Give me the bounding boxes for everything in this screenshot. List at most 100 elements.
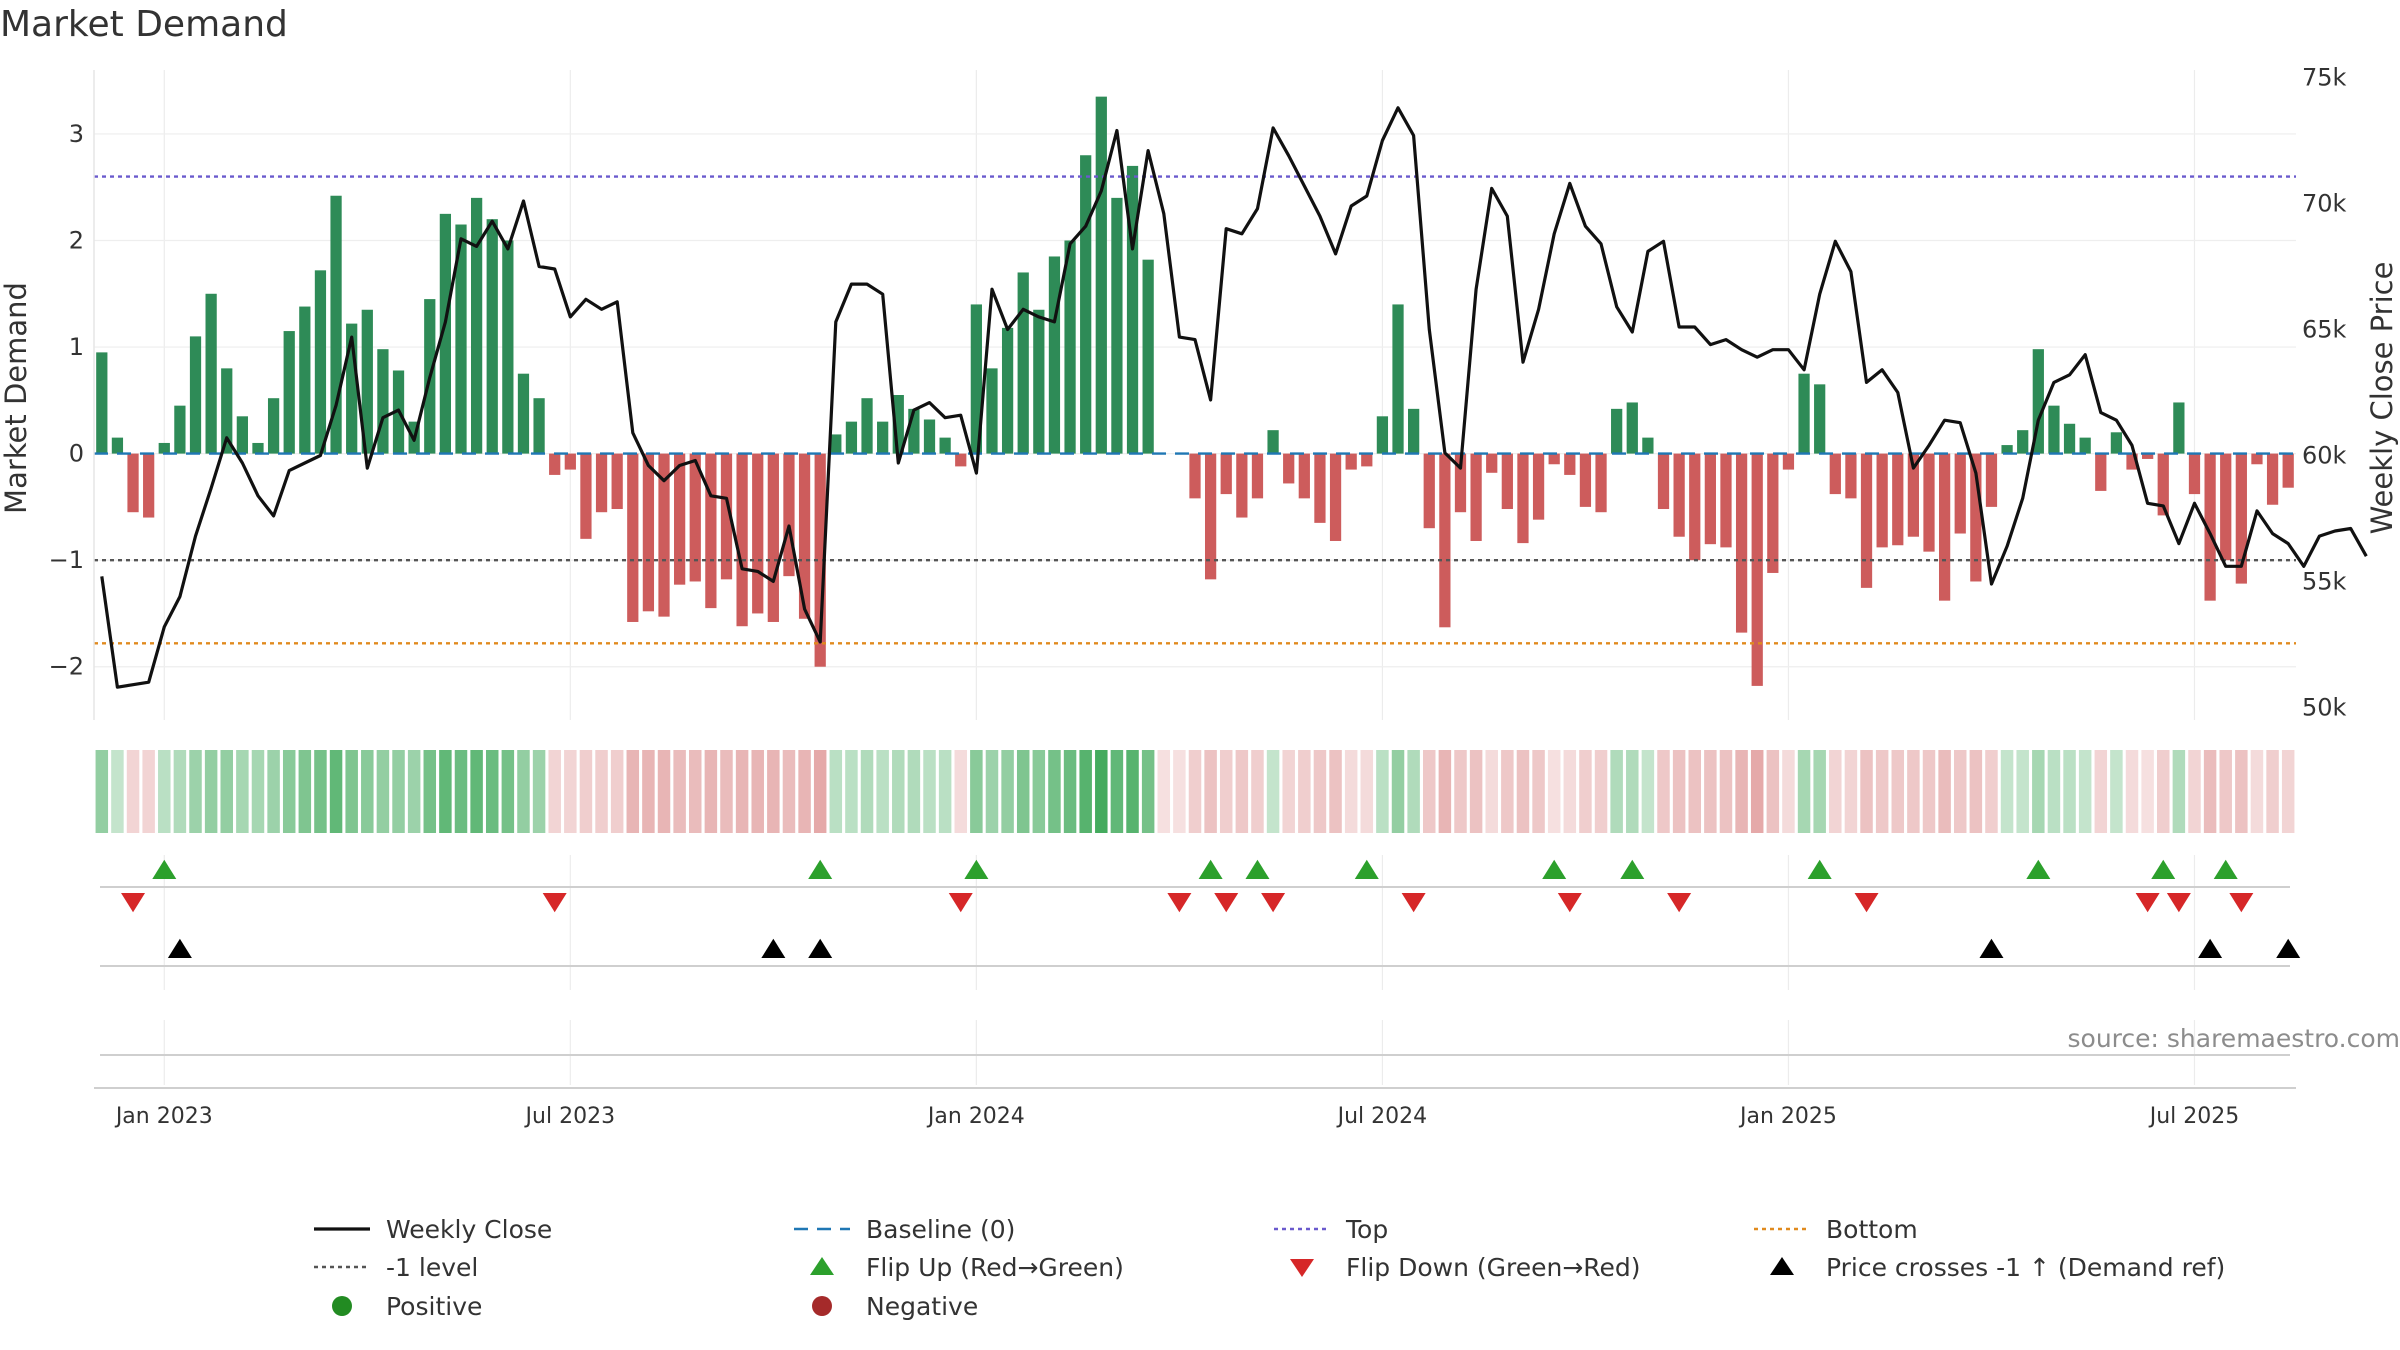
legend-label: Price crosses -1 ↑ (Demand ref)	[1826, 1252, 2226, 1282]
demand-bar-positive	[1080, 155, 1092, 454]
demand-bar-negative	[1892, 453, 1904, 546]
demand-bar-negative	[1860, 453, 1873, 588]
demand-bar-positive	[2001, 445, 2013, 454]
heat-cell-negative	[2266, 750, 2279, 833]
heat-cell-negative	[2219, 750, 2232, 833]
demand-bar-positive	[1611, 408, 1623, 454]
demand-bar-negative	[1251, 453, 1264, 499]
heat-cell-positive	[1126, 750, 1139, 833]
heat-cell-negative	[1516, 750, 1530, 833]
heat-cell-positive	[1407, 750, 1420, 833]
heat-cell-positive	[1641, 750, 1655, 833]
y-tick-label: −2	[49, 653, 84, 681]
heat-cell-positive	[220, 750, 233, 833]
heat-cell-negative	[1829, 750, 1842, 833]
demand-bar-negative	[1876, 453, 1888, 548]
demand-bar-positive	[939, 437, 951, 454]
demand-bar-positive	[361, 309, 373, 454]
flip-down-marker	[1401, 893, 1426, 913]
legend-item: Flip Up (Red→Green)	[790, 1248, 1124, 1286]
demand-bar-positive	[517, 373, 530, 454]
flip-down-marker	[1167, 893, 1192, 913]
demand-bar-positive	[470, 197, 483, 454]
demand-bar-negative	[2204, 453, 2216, 601]
legend-triangle-icon	[1770, 1257, 1794, 1275]
demand-bar-positive	[299, 306, 311, 454]
price-cross-marker	[1979, 938, 2004, 958]
y2-tick-label: 55k	[2302, 567, 2347, 595]
heat-cell-positive	[251, 750, 265, 833]
demand-bar-negative	[1236, 453, 1248, 518]
y-axis-label: Market Demand	[0, 282, 33, 514]
x-tick-label: Jul 2024	[1336, 1104, 1428, 1129]
heat-cell-positive	[985, 750, 999, 833]
demand-bar-positive	[2063, 423, 2076, 454]
heat-cell-positive	[2078, 750, 2092, 833]
demand-bar-positive	[283, 331, 295, 454]
legend-line-icon	[1754, 1227, 1810, 1231]
heat-cell-negative	[1938, 750, 1951, 833]
heat-cell-positive	[1048, 750, 1061, 833]
heat-cell-negative	[767, 750, 780, 833]
demand-bar-negative	[1532, 453, 1545, 520]
heat-cell-positive	[423, 750, 437, 833]
heat-cell-positive	[361, 750, 374, 833]
legend-line-icon	[794, 1227, 850, 1231]
heat-cell-negative	[1157, 750, 1171, 833]
y2-tick-label: 60k	[2302, 441, 2347, 469]
demand-bar-negative	[1673, 453, 1685, 537]
demand-bar-negative	[767, 453, 779, 622]
heat-cell-positive	[454, 750, 468, 833]
demand-bar-negative	[1938, 453, 1951, 601]
heat-cell-positive	[1079, 750, 1092, 833]
heat-cell-positive	[876, 750, 889, 833]
heat-cell-positive	[1001, 750, 1014, 833]
demand-bar-positive	[346, 323, 358, 454]
heat-cell-negative	[1672, 750, 1686, 833]
heat-cell-negative	[735, 750, 749, 833]
demand-bar-negative	[1189, 453, 1201, 499]
heat-cell-positive	[267, 750, 280, 833]
flip-up-marker	[152, 859, 177, 879]
demand-bar-negative	[627, 453, 639, 622]
heat-cell-positive	[111, 750, 124, 833]
demand-bar-positive	[189, 336, 202, 454]
demand-bar-negative	[814, 453, 826, 667]
demand-bar-positive	[2173, 402, 2185, 454]
demand-bar-negative	[2126, 453, 2138, 470]
demand-bar-negative	[1329, 453, 1342, 541]
demand-bar-negative	[1782, 453, 1795, 470]
demand-bar-negative	[658, 453, 670, 617]
demand-bar-negative	[705, 453, 717, 609]
demand-bar-positive	[1064, 240, 1076, 454]
heat-cell-positive	[2032, 750, 2045, 833]
x-tick-label: Jul 2023	[524, 1104, 616, 1129]
heat-cell-positive	[1391, 750, 1405, 833]
heat-cell-positive	[923, 750, 936, 833]
demand-bar-negative	[580, 453, 592, 539]
heat-cell-positive	[173, 750, 187, 833]
heat-cell-negative	[1594, 750, 1608, 833]
demand-bar-negative	[143, 453, 155, 518]
demand-bar-negative	[2282, 453, 2294, 488]
legend-label: Bottom	[1826, 1214, 1918, 1244]
axes: 3 2 1 0 −1 −2 Market Demand 75k 70k 65k 60k 55k 50k W…	[0, 64, 2399, 1129]
demand-bar-negative	[2188, 453, 2201, 495]
heat-cell-negative	[1891, 750, 1905, 833]
demand-bar-negative	[1845, 453, 1857, 499]
heat-cell-negative	[1344, 750, 1358, 833]
heat-cell-negative	[1985, 750, 1998, 833]
demand-bar-negative	[1439, 453, 1451, 628]
demand-bar-negative	[1548, 453, 1560, 465]
heat-cell-negative	[1219, 750, 1233, 833]
flip-up-marker	[1198, 859, 1223, 879]
demand-bar-positive	[486, 219, 498, 454]
legend-label: Flip Up (Red→Green)	[866, 1252, 1124, 1282]
demand-bar-negative	[2157, 453, 2169, 516]
legend-line-icon	[314, 1265, 370, 1269]
heat-cell-positive	[860, 750, 874, 833]
heat-cell-positive	[845, 750, 858, 833]
heat-cell-negative	[626, 750, 640, 833]
demand-bar-negative	[564, 453, 576, 470]
heat-cell-positive	[1110, 750, 1124, 833]
